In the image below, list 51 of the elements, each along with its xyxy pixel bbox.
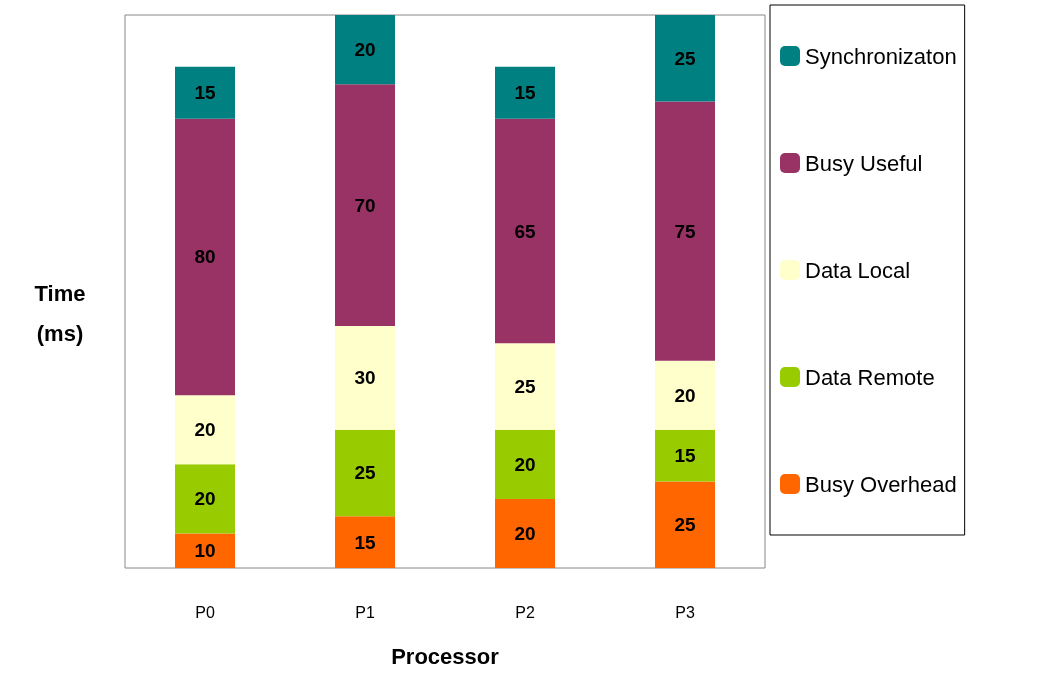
data-label: 20	[674, 384, 696, 406]
bar	[495, 498, 555, 568]
data-label: 20	[514, 522, 536, 544]
bar	[655, 360, 715, 430]
data-label: 25	[674, 47, 696, 69]
data-label: 75	[674, 220, 696, 242]
bar	[335, 516, 395, 568]
bar	[175, 118, 235, 396]
data-label: 65	[514, 220, 536, 242]
data-label: 15	[514, 82, 536, 104]
data-label: 80	[194, 246, 216, 268]
legend-label: Busy Useful	[805, 150, 923, 176]
bar	[335, 15, 395, 85]
bar	[335, 326, 395, 430]
data-label: 15	[674, 445, 696, 467]
y-axis-title: Time (ms)	[34, 280, 86, 346]
x-axis-title: Processor	[391, 643, 500, 669]
legend-label: Data Remote	[805, 364, 935, 390]
x-tick-label: P0	[195, 603, 215, 621]
bar	[175, 66, 235, 119]
bar	[495, 343, 555, 430]
data-label: 15	[194, 82, 216, 104]
data-label: 25	[354, 462, 376, 484]
bar	[335, 429, 395, 517]
legend-label: Busy Overhead	[805, 471, 957, 497]
bar	[175, 464, 235, 534]
data-label: 20	[194, 488, 216, 510]
data-label: 30	[354, 367, 376, 389]
bar	[495, 66, 555, 119]
data-label: 15	[354, 531, 376, 553]
data-label: 20	[194, 419, 216, 441]
data-label: 20	[514, 453, 536, 475]
data-label: 70	[354, 194, 376, 216]
x-tick-label: P1	[355, 603, 375, 621]
bar	[495, 429, 555, 499]
legend-label: Data Local	[805, 257, 911, 283]
bar	[655, 15, 715, 102]
bar	[655, 481, 715, 568]
data-label: 10	[194, 540, 216, 562]
data-label: 25	[514, 376, 536, 398]
x-tick-label: P3	[675, 603, 695, 621]
bar	[335, 84, 395, 327]
legend-label: Synchronizaton	[805, 43, 957, 69]
bar	[175, 533, 235, 568]
bar	[495, 118, 555, 344]
bar	[655, 429, 715, 482]
bar	[655, 101, 715, 361]
bar	[175, 395, 235, 465]
data-label: 25	[674, 514, 696, 536]
x-tick-label: P2	[515, 603, 535, 621]
data-label: 20	[354, 39, 376, 61]
